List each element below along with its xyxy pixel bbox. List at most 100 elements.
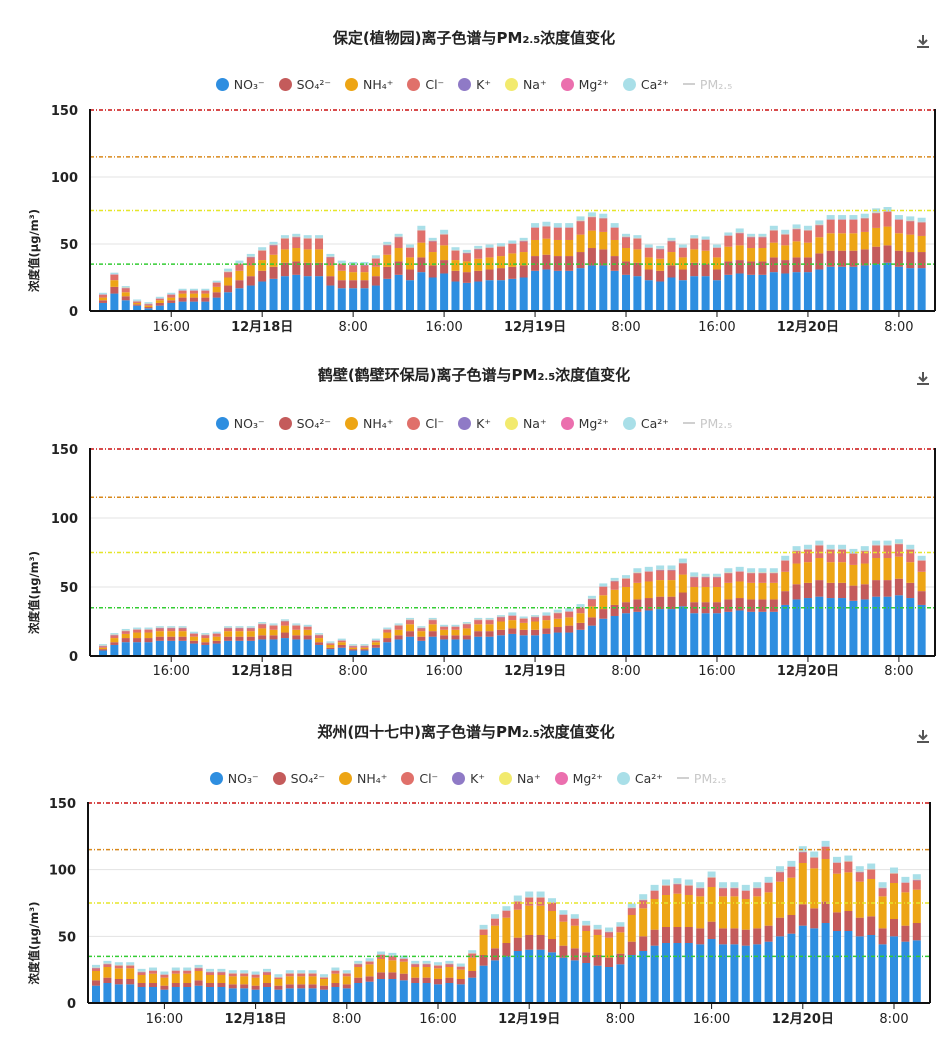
bar-segment — [308, 973, 317, 977]
bar-segment — [388, 956, 397, 961]
bar-segment — [855, 936, 864, 1003]
bar-segment — [167, 628, 176, 632]
bar-segment — [833, 912, 841, 931]
bar-segment — [269, 254, 278, 267]
bar-segment — [445, 983, 454, 1003]
bar-segment — [622, 578, 631, 587]
legend-item[interactable]: Cl⁻ — [407, 416, 444, 431]
legend-item[interactable]: Na⁺ — [504, 416, 547, 431]
bar-segment — [126, 984, 135, 1003]
legend-item[interactable]: SO₄²⁻ — [278, 416, 331, 431]
bar-segment — [326, 649, 335, 656]
bar-segment — [906, 252, 915, 269]
bar-segment — [337, 640, 346, 643]
bar-segment — [662, 879, 670, 885]
download-icon[interactable] — [915, 370, 931, 386]
bar-segment — [735, 273, 744, 311]
bar-segment — [542, 269, 551, 311]
bar-segment — [224, 277, 233, 286]
legend-item-pm25[interactable]: PM₂.₅ — [676, 771, 726, 786]
legend-item[interactable]: NH₄⁺ — [344, 416, 393, 431]
legend-item[interactable]: K⁺ — [458, 416, 491, 431]
bar-segment — [451, 260, 460, 271]
legend-item[interactable]: Mg²⁺ — [560, 77, 609, 92]
bar-segment — [258, 624, 267, 629]
legend-item[interactable]: SO₄²⁻ — [278, 77, 331, 92]
bar-segment — [485, 617, 494, 620]
bar-segment — [99, 650, 107, 656]
bar-segment — [719, 944, 727, 1003]
bar-segment — [178, 301, 187, 311]
bar-segment — [662, 895, 670, 927]
legend-item[interactable]: K⁺ — [452, 771, 485, 786]
bar-segment — [542, 238, 551, 255]
bar-segment — [582, 952, 591, 963]
bar-segment — [878, 882, 887, 888]
bar-segment — [485, 244, 494, 248]
legend-item[interactable]: Cl⁻ — [401, 771, 438, 786]
bar-segment — [536, 891, 545, 897]
legend-item[interactable]: SO₄²⁻ — [272, 771, 325, 786]
legend-item-pm25[interactable]: PM₂.₅ — [682, 416, 732, 431]
legend-label: Ca²⁺ — [640, 415, 669, 431]
bar-segment — [468, 971, 477, 978]
legend-item[interactable]: Cl⁻ — [407, 77, 444, 92]
legend-item-pm25[interactable]: PM₂.₅ — [682, 76, 733, 92]
legend-item[interactable]: NO₃⁻ — [209, 771, 259, 786]
legend-item[interactable]: Mg²⁺ — [560, 416, 609, 431]
download-icon[interactable] — [915, 33, 931, 49]
bar-segment — [769, 599, 778, 612]
bar-segment — [844, 872, 853, 911]
bar-segment — [315, 644, 324, 656]
bar-segment — [758, 274, 767, 311]
bar-segment — [201, 644, 210, 656]
legend-label: PM₂.₅ — [699, 76, 733, 92]
bar-segment — [553, 223, 562, 228]
bar-segment — [741, 929, 750, 946]
bar-segment — [308, 976, 317, 985]
bar-segment — [753, 882, 762, 888]
bar-segment — [280, 638, 289, 656]
bar-segment — [559, 945, 568, 958]
bar-segment — [474, 270, 483, 282]
bar-segment — [906, 216, 915, 221]
legend-line-icon — [682, 83, 695, 85]
bar-segment — [758, 582, 767, 600]
bar-segment — [149, 973, 157, 983]
legend-item[interactable]: NO₃⁻ — [215, 77, 265, 92]
y-tick-label: 100 — [51, 512, 78, 527]
bar-segment — [428, 241, 437, 253]
bar-segment — [673, 927, 682, 943]
bar-segment — [912, 874, 921, 880]
bar-segment — [394, 237, 403, 249]
bar-segment — [559, 910, 568, 915]
bar-segment — [587, 217, 596, 231]
legend-item[interactable]: Ca²⁺ — [622, 77, 669, 92]
bar-segment — [678, 574, 687, 593]
bar-segment — [224, 626, 233, 628]
bar-segment — [206, 987, 214, 1003]
bar-segment — [747, 611, 756, 656]
bar-segment — [724, 599, 733, 612]
bar-segment — [633, 276, 642, 311]
legend-item[interactable]: Mg²⁺ — [554, 771, 603, 786]
bar-segment — [849, 600, 858, 656]
legend-item[interactable]: Na⁺ — [504, 77, 547, 92]
legend-item[interactable]: Ca²⁺ — [622, 415, 669, 431]
bar-segment — [405, 636, 414, 656]
bar-segment — [99, 297, 107, 301]
legend-item[interactable]: NH₄⁺ — [338, 771, 387, 786]
bar-segment — [542, 226, 551, 239]
legend-item[interactable]: K⁺ — [458, 77, 491, 92]
legend-item[interactable]: NH₄⁺ — [344, 77, 393, 92]
legend-item[interactable]: Ca²⁺ — [616, 771, 663, 786]
bar-segment — [764, 883, 773, 893]
legend-item[interactable]: Na⁺ — [498, 771, 541, 786]
legend-item[interactable]: NO₃⁻ — [215, 416, 265, 431]
download-icon[interactable] — [915, 728, 931, 744]
bar-segment — [485, 248, 494, 258]
bar-segment — [917, 268, 926, 311]
bar-segment — [587, 606, 596, 618]
bar-segment — [137, 968, 146, 972]
bar-segment — [258, 622, 267, 624]
